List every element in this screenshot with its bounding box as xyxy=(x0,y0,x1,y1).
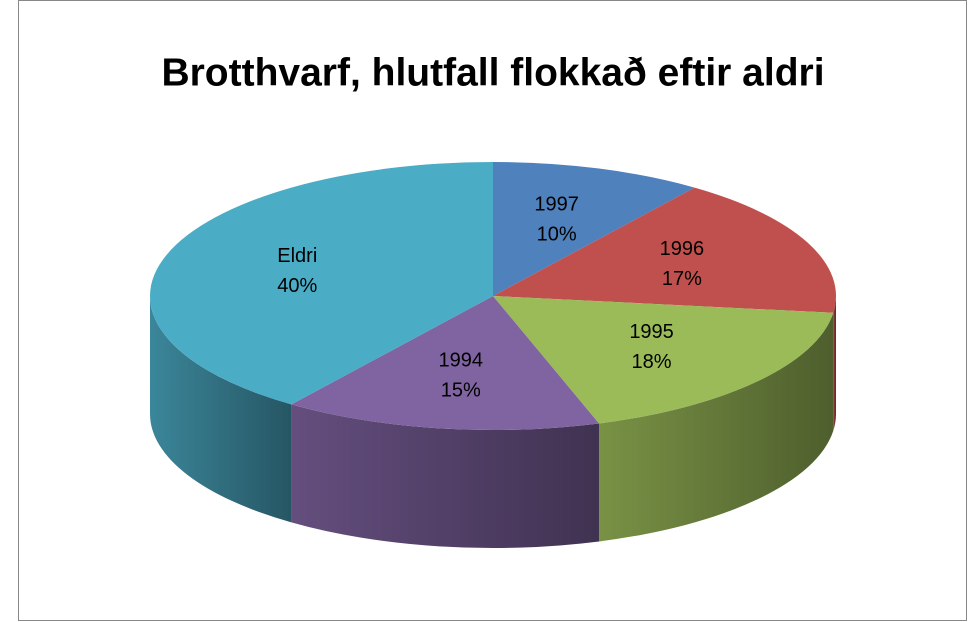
data-label: Eldri 40% xyxy=(277,245,317,297)
label-category: 1997 xyxy=(534,194,579,216)
slice xyxy=(291,296,599,430)
label-category: 1995 xyxy=(629,322,674,344)
label-value: 18% xyxy=(632,352,672,374)
label-category: Eldri xyxy=(277,245,317,267)
label-value: 40% xyxy=(277,275,317,297)
pie-labels: 1997 10% 1996 17% 1995 18% 1994 15% Eldri 40% xyxy=(277,194,704,402)
label-category: 1996 xyxy=(660,238,705,260)
pie-tops xyxy=(150,162,836,430)
label-value: 15% xyxy=(441,380,481,402)
label-value: 10% xyxy=(537,224,577,246)
chart-title: Brotthvarf, hlutfall flokkað eftir aldri xyxy=(161,51,824,94)
slice xyxy=(493,162,695,296)
slice-side xyxy=(598,312,834,542)
label-value: 17% xyxy=(662,268,702,290)
pie-sides xyxy=(150,296,836,548)
label-category: 1994 xyxy=(439,350,484,372)
data-label: 1997 10% xyxy=(534,194,579,246)
slice xyxy=(150,162,494,405)
data-label: 1994 15% xyxy=(439,350,484,402)
data-label: 1996 17% xyxy=(660,238,705,290)
data-label: 1995 18% xyxy=(629,322,674,374)
slice-side xyxy=(150,296,292,523)
slice-side xyxy=(833,296,836,431)
slice xyxy=(493,187,836,313)
slice-side xyxy=(291,404,599,548)
slice xyxy=(493,296,834,424)
